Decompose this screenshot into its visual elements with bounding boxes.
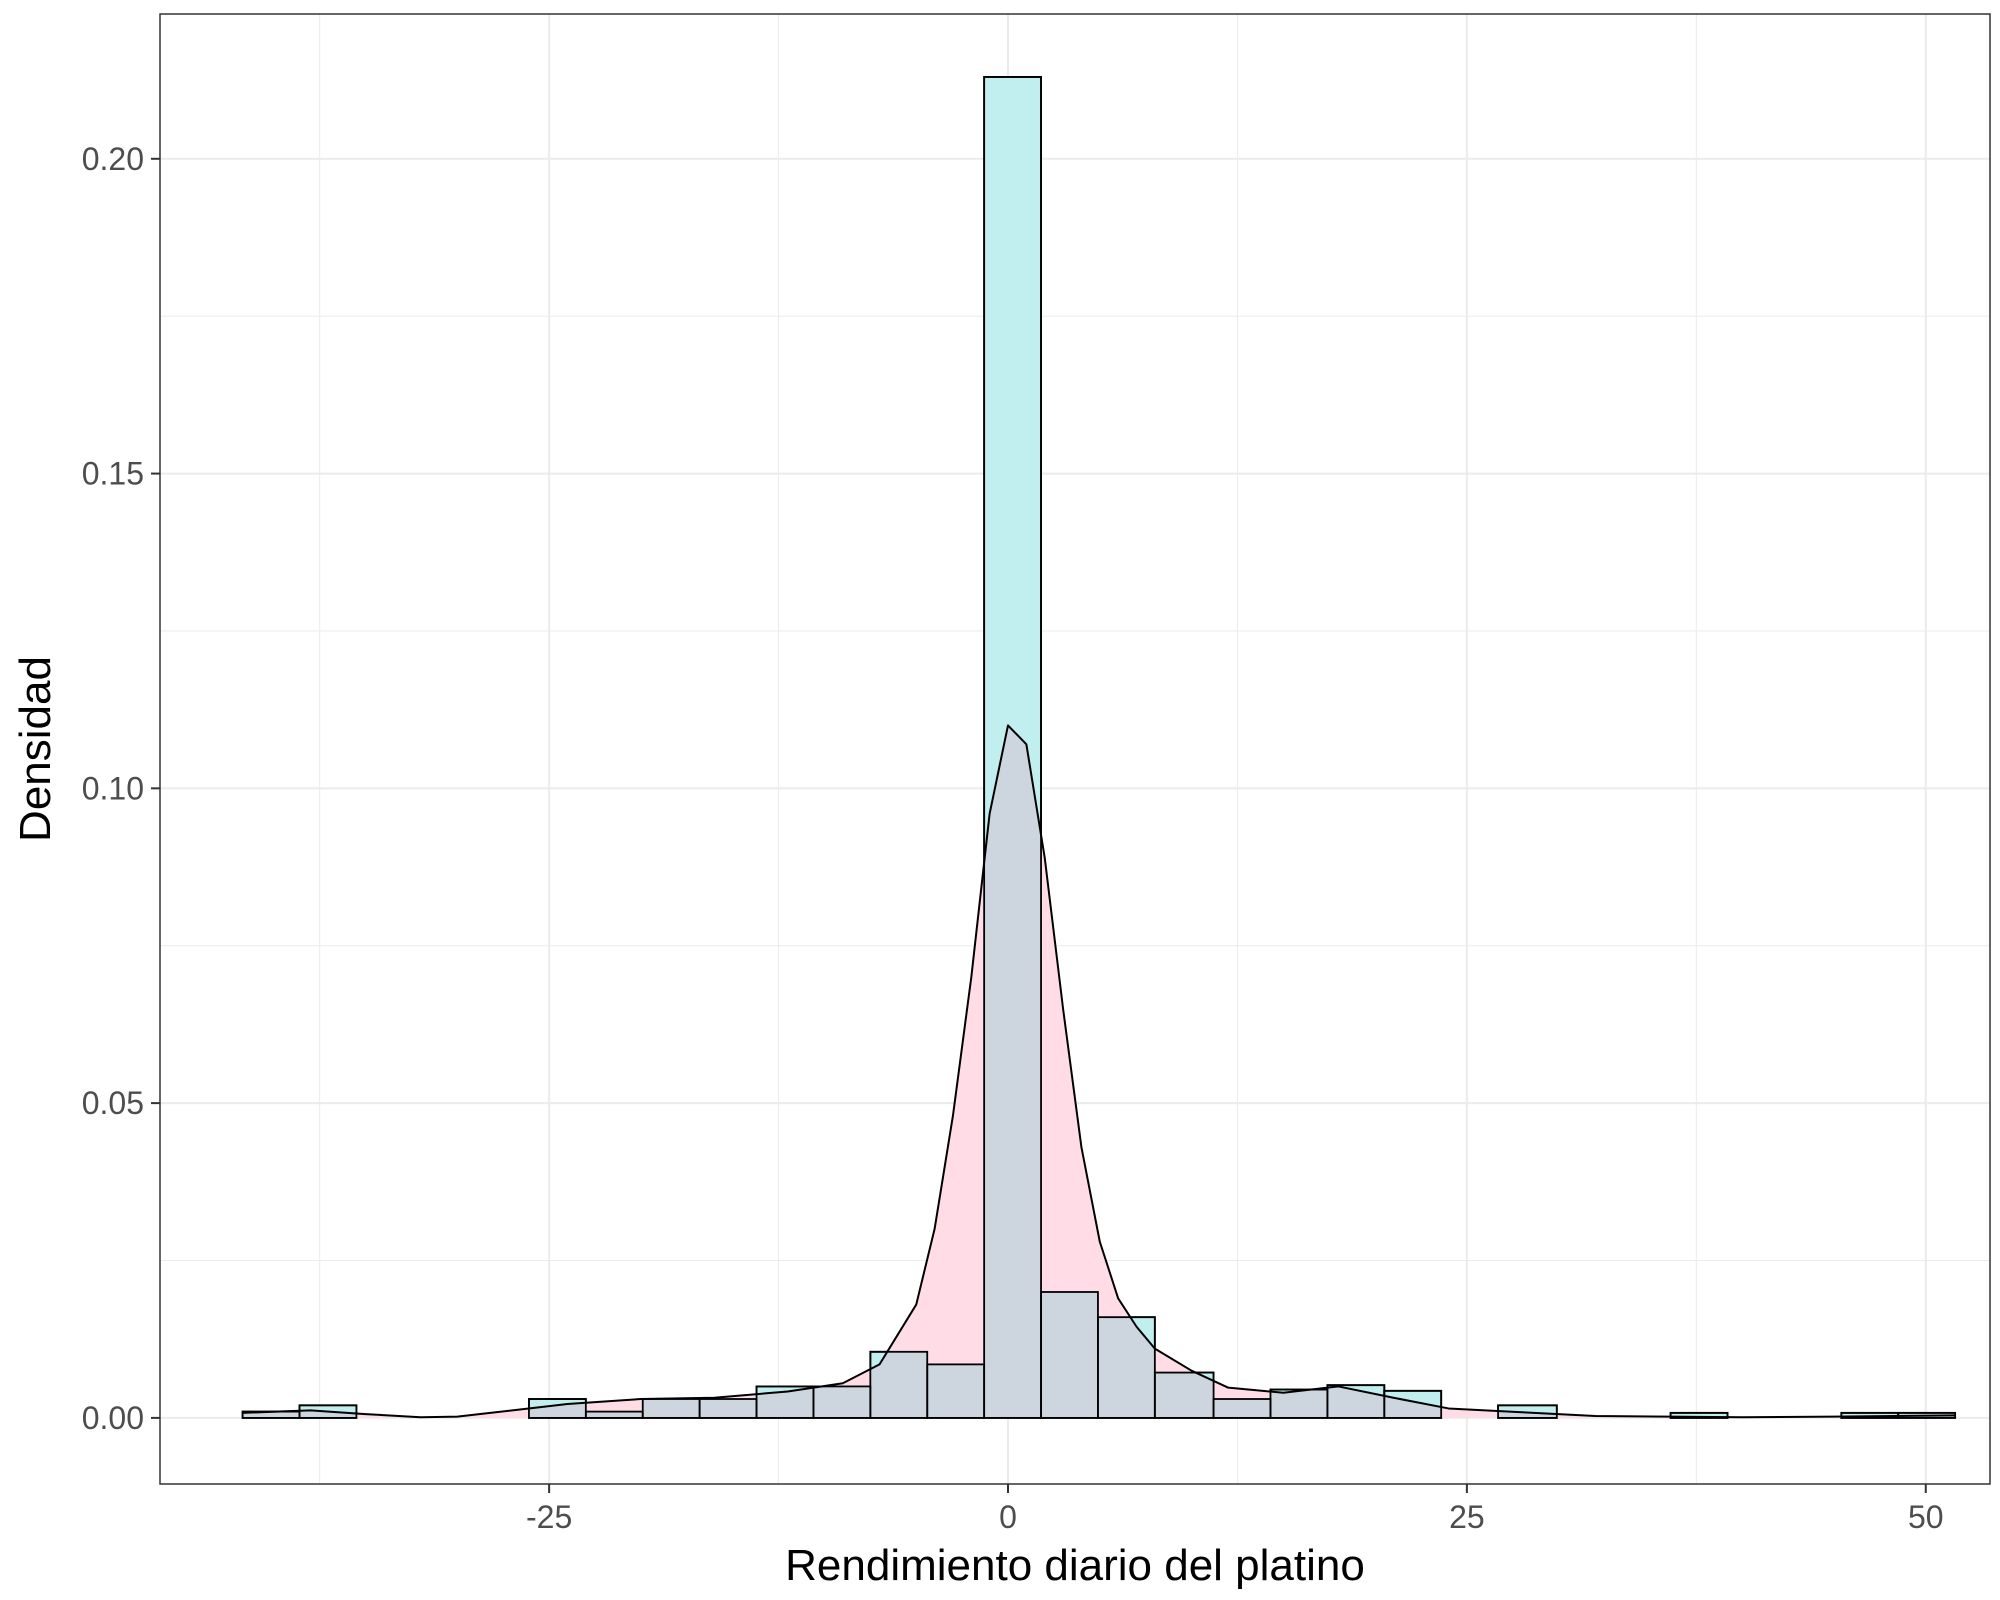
histogram-bar-overlap [984,725,1042,1418]
plot-panel-border [159,13,1991,1485]
histogram-bar-overlap [813,1386,871,1418]
histogram-bar-overlap [1041,1291,1098,1418]
histogram-bar-overlap [927,1364,985,1418]
histogram-bar-outline [983,76,1042,1419]
histogram-bar-outline [1383,1389,1443,1419]
histogram-bar-outline [1097,1316,1156,1419]
x-tick-label: 25 [1449,1499,1485,1535]
histogram-bar-overlap [1154,1372,1214,1418]
x-axis-title: Rendimiento diario del platino [785,1541,1365,1590]
y-tick-label: 0.00 [82,1400,144,1436]
histogram-bar-overlap [1213,1399,1271,1418]
histogram-bar-overlap [699,1399,757,1418]
density-area [242,725,1956,1418]
x-tick-label: 0 [999,1499,1017,1535]
density-layer [241,76,1957,1419]
histogram-bar-outline [1153,1371,1215,1419]
histogram-bar-overlap [242,1411,300,1418]
y-axis-title: Densidad [11,656,60,842]
y-axis: 0.00 0.05 0.10 0.15 0.20 [82,141,160,1436]
x-tick-label: 50 [1908,1499,1944,1535]
histogram-bar-overlap [1270,1389,1328,1418]
histogram-bar-outlines [241,76,1957,1419]
y-tick-label: 0.10 [82,770,144,806]
y-tick-label: 0.05 [82,1085,144,1121]
y-tick-label: 0.20 [82,141,144,177]
x-tick-label: -25 [526,1499,572,1535]
histogram-bar-overlap [585,1411,643,1418]
histogram-bar-overlap [642,1399,700,1418]
density-curve [242,724,1956,1419]
y-tick-label: 0.15 [82,456,144,492]
x-axis: -25 0 25 50 [526,1484,1944,1535]
